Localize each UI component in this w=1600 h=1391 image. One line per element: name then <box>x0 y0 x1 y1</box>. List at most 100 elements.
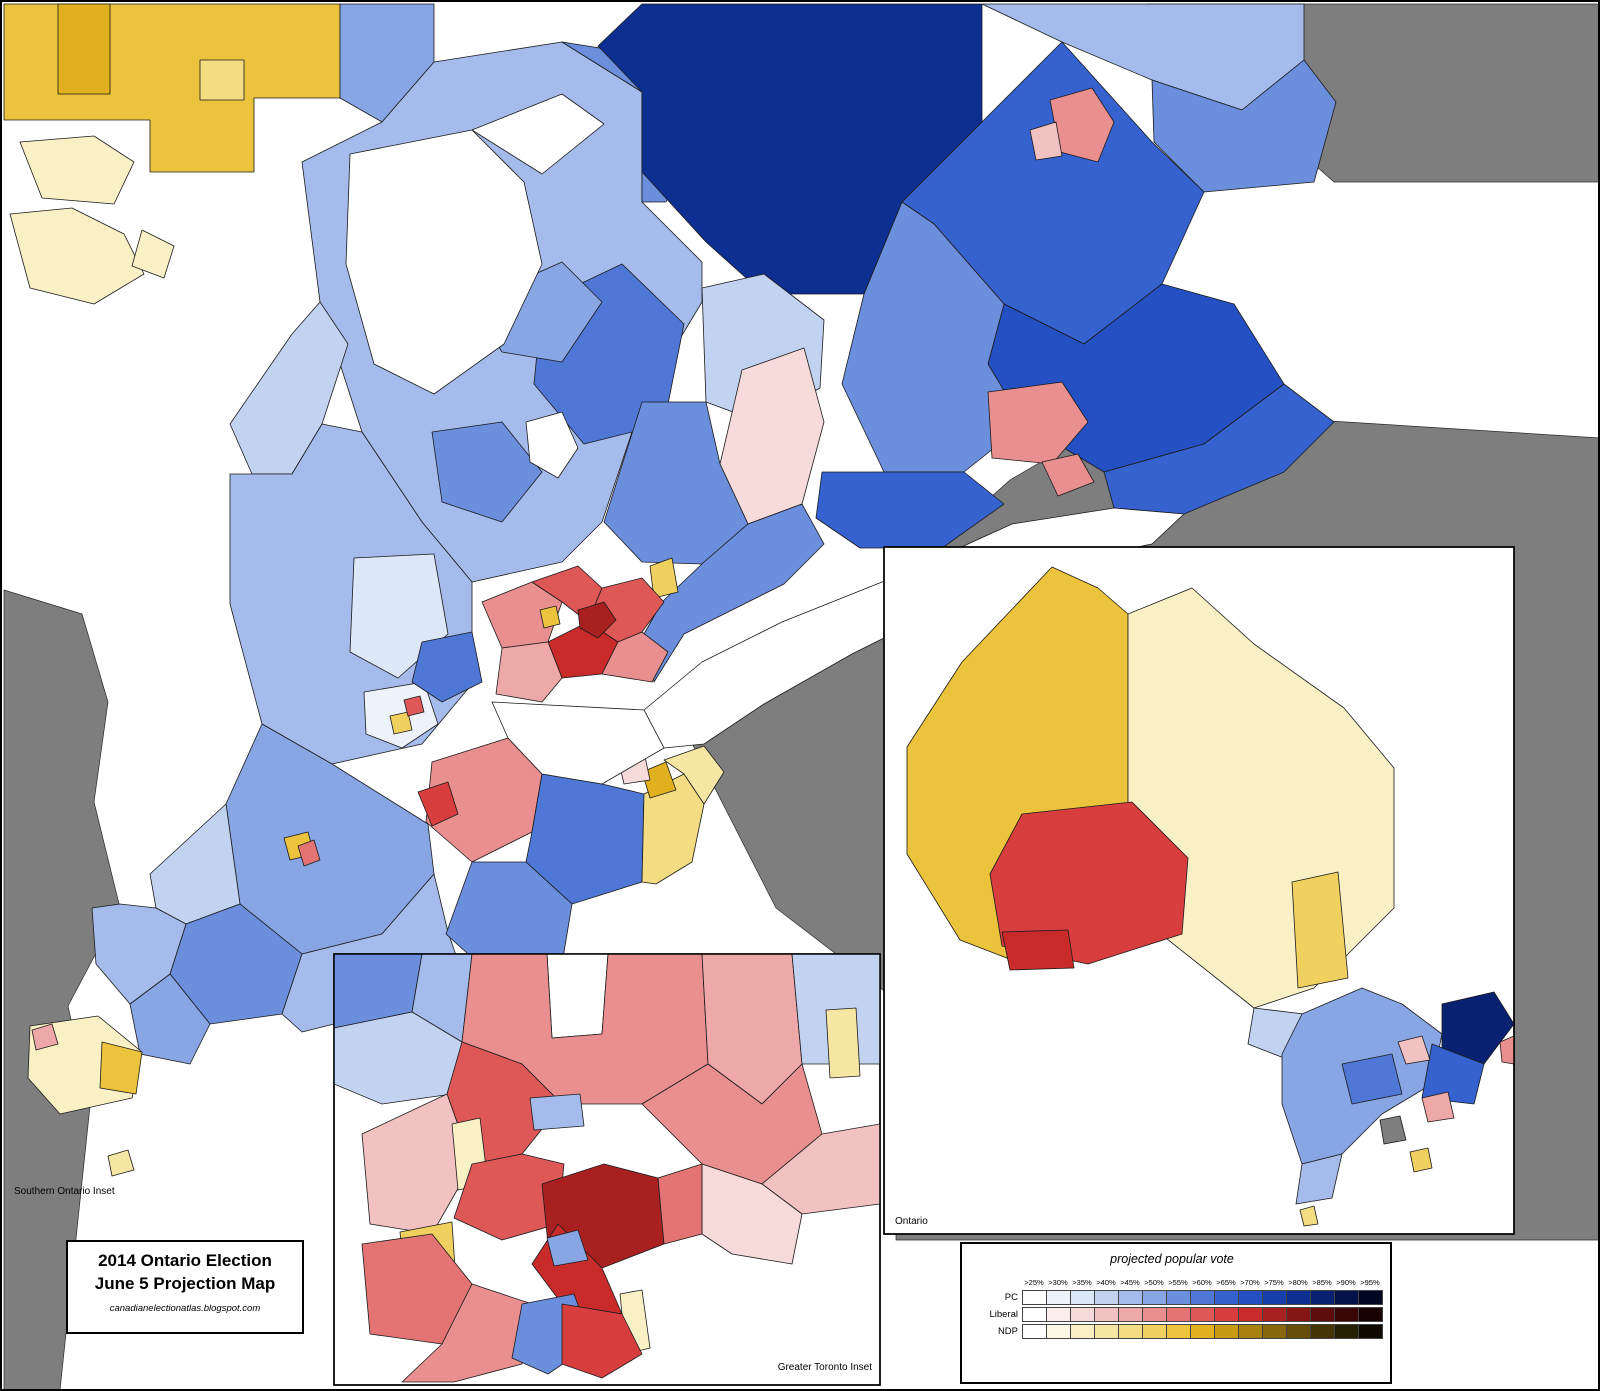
legend-title: projected popular vote <box>1110 1252 1234 1266</box>
district <box>9 207 145 305</box>
district <box>57 3 111 95</box>
district <box>546 954 609 1039</box>
district <box>403 695 425 717</box>
gta-inset-map <box>334 954 880 1383</box>
outside-region <box>3 589 121 1389</box>
lake-ontario <box>643 507 1185 749</box>
legend-swatch <box>1022 1307 1046 1322</box>
district <box>1397 1035 1431 1065</box>
district <box>825 1007 861 1079</box>
district <box>417 781 459 827</box>
legend-swatch <box>1310 1290 1334 1305</box>
legend-swatch <box>1286 1307 1310 1322</box>
southern-ontario-inset-label: Southern Ontario Inset <box>14 1186 115 1197</box>
district <box>361 1093 473 1235</box>
legend-swatch <box>1070 1307 1094 1322</box>
legend-threshold: >35% <box>1072 1277 1092 1287</box>
district <box>1409 1147 1433 1173</box>
district <box>297 839 321 867</box>
legend-swatch <box>1310 1324 1334 1339</box>
district <box>1299 1205 1319 1227</box>
legend-swatch <box>1190 1324 1214 1339</box>
district <box>1151 59 1337 193</box>
ontario-inset-map <box>906 566 1514 1227</box>
legend-swatch <box>1262 1307 1286 1322</box>
title-box: 2014 Ontario Election June 5 Projection … <box>66 1240 304 1334</box>
lake <box>491 701 665 785</box>
source-url: canadianelectionatlas.blogspot.com <box>109 1302 261 1314</box>
legend-swatch <box>1262 1324 1286 1339</box>
legend-swatch <box>1190 1290 1214 1305</box>
district <box>601 631 669 683</box>
lake-simcoe <box>525 411 579 479</box>
legend-row-label: Liberal <box>989 1309 1018 1320</box>
legend-swatch <box>1334 1324 1358 1339</box>
legend-swatch <box>1166 1307 1190 1322</box>
legend-swatch <box>1166 1290 1190 1305</box>
legend-swatch <box>1358 1324 1383 1339</box>
legend: projected popular vote >25% >30% >35% >4… <box>960 1242 1392 1384</box>
district <box>649 557 679 599</box>
legend-threshold: >30% <box>1048 1277 1068 1287</box>
legend-threshold: >50% <box>1144 1277 1164 1287</box>
ontario-inset-border <box>883 546 1515 1235</box>
district <box>761 1123 880 1215</box>
district <box>546 1229 589 1267</box>
legend-threshold: >55% <box>1168 1277 1188 1287</box>
legend-swatch <box>1142 1290 1166 1305</box>
legend-swatch <box>1286 1290 1310 1305</box>
legend-swatch <box>1238 1324 1262 1339</box>
district <box>389 711 413 735</box>
legend-threshold: >25% <box>1024 1277 1044 1287</box>
legend-swatch <box>1214 1324 1238 1339</box>
legend-swatch <box>1334 1307 1358 1322</box>
district <box>107 1149 135 1177</box>
lake-georgian-bay <box>345 129 543 395</box>
legend-swatch <box>1286 1324 1310 1339</box>
district <box>401 1283 533 1383</box>
legend-swatch <box>1094 1324 1118 1339</box>
district <box>1421 1091 1455 1123</box>
district <box>1441 991 1514 1065</box>
district <box>663 745 725 805</box>
legend-swatch <box>1358 1307 1383 1322</box>
legend-swatch <box>1022 1290 1046 1305</box>
district <box>525 773 645 905</box>
legend-threshold: >80% <box>1288 1277 1308 1287</box>
district <box>99 1041 143 1095</box>
legend-swatch <box>1262 1290 1286 1305</box>
district <box>641 761 677 799</box>
legend-swatch <box>1238 1290 1262 1305</box>
district <box>539 605 561 629</box>
legend-swatch <box>1334 1290 1358 1305</box>
legend-swatch <box>1046 1307 1070 1322</box>
legend-threshold: >85% <box>1312 1277 1332 1287</box>
legend-row-pc: PC <box>972 1290 1390 1305</box>
legend-swatch <box>1046 1290 1070 1305</box>
legend-swatch <box>1310 1307 1334 1322</box>
district <box>91 903 187 1005</box>
legend-swatch <box>1094 1290 1118 1305</box>
district <box>495 641 563 703</box>
district <box>1379 1115 1407 1145</box>
legend-threshold-header: >25% >30% >35% >40% >45% >50% >55% >60% … <box>972 1276 1390 1288</box>
legend-threshold: >60% <box>1192 1277 1212 1287</box>
legend-swatch <box>1046 1324 1070 1339</box>
district <box>1029 121 1063 161</box>
legend-swatch <box>1070 1290 1094 1305</box>
district <box>199 59 245 101</box>
legend-swatch <box>1142 1307 1166 1322</box>
district <box>1499 1035 1514 1065</box>
legend-swatch <box>1190 1307 1214 1322</box>
map-title-line1: 2014 Ontario Election <box>98 1251 272 1270</box>
legend-swatch <box>1358 1290 1383 1305</box>
legend-threshold: >40% <box>1096 1277 1116 1287</box>
ontario-inset-label: Ontario <box>895 1216 928 1227</box>
district <box>529 1093 585 1131</box>
district <box>561 1303 643 1379</box>
main-map <box>3 3 1337 1177</box>
legend-row-liberal: Liberal <box>972 1307 1390 1322</box>
district <box>1041 453 1095 497</box>
